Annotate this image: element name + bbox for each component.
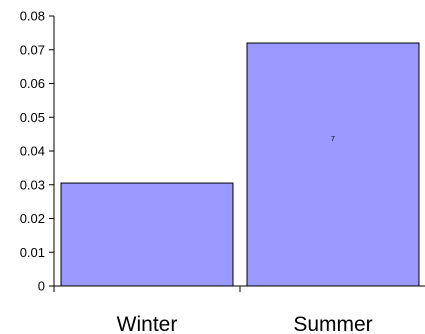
y-tick-label: 0.02 bbox=[20, 211, 45, 226]
bar-winter bbox=[60, 182, 234, 287]
y-tick-label: 0 bbox=[38, 279, 45, 294]
bar-summer bbox=[246, 42, 420, 287]
y-tick-label: 0.08 bbox=[20, 9, 45, 24]
bars bbox=[60, 42, 420, 287]
x-tick-label-winter: Winter bbox=[117, 313, 178, 334]
y-tick-label: 0.05 bbox=[20, 110, 45, 125]
x-axis bbox=[53, 285, 425, 292]
y-tick-label: 0.07 bbox=[20, 42, 45, 57]
y-tick-label: 0.06 bbox=[20, 76, 45, 91]
category-labels: Winter Summer bbox=[117, 313, 373, 334]
y-axis: 0 0.01 0.02 0.03 0.04 0.05 0.06 0.07 0.08 bbox=[20, 9, 55, 294]
y-tick-label: 0.03 bbox=[20, 177, 45, 192]
y-tick-label: 0.01 bbox=[20, 245, 45, 260]
bar-annotation: 7 bbox=[331, 136, 335, 143]
bar-annotations: 7 bbox=[331, 136, 335, 143]
x-tick-label-summer: Summer bbox=[293, 313, 372, 334]
y-tick-label: 0.04 bbox=[20, 144, 45, 159]
